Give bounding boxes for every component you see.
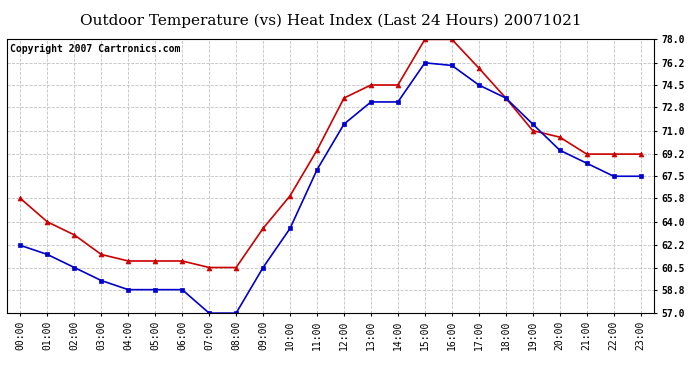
- Text: Copyright 2007 Cartronics.com: Copyright 2007 Cartronics.com: [10, 44, 181, 54]
- Text: Outdoor Temperature (vs) Heat Index (Last 24 Hours) 20071021: Outdoor Temperature (vs) Heat Index (Las…: [81, 13, 582, 27]
